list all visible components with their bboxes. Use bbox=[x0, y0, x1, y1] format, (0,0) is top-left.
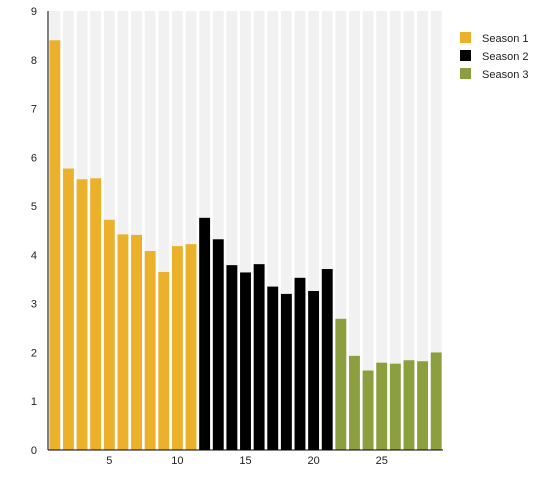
bar-episode-2 bbox=[62, 168, 74, 450]
x-tick-label-10: 10 bbox=[171, 455, 183, 467]
y-tick-label-8: 8 bbox=[31, 55, 37, 67]
background-column-27 bbox=[403, 11, 415, 450]
background-column-13 bbox=[212, 11, 224, 450]
x-tick-labels: 5 10 15 20 25 bbox=[106, 455, 388, 467]
bar-episode-11 bbox=[185, 244, 197, 450]
bar-episode-12 bbox=[199, 217, 211, 450]
bar-episode-5 bbox=[103, 219, 115, 450]
background-column-16 bbox=[253, 11, 265, 450]
bar-episode-19 bbox=[294, 277, 306, 450]
y-tick-label-4: 4 bbox=[31, 250, 37, 262]
background-column-19 bbox=[294, 11, 306, 450]
background-column-17 bbox=[267, 11, 279, 450]
bar-episode-4 bbox=[90, 178, 102, 450]
legend: Season 1 Season 2 Season 3 bbox=[460, 32, 528, 81]
legend-swatch-season-2 bbox=[460, 50, 471, 61]
background-column-25 bbox=[376, 11, 388, 450]
background-column-22 bbox=[335, 11, 347, 450]
bar-episode-15 bbox=[240, 272, 251, 450]
bar-episode-20 bbox=[308, 290, 320, 450]
background-column-14 bbox=[226, 11, 238, 450]
legend-label-season-2: Season 2 bbox=[482, 51, 528, 63]
legend-swatch-season-3 bbox=[460, 68, 471, 79]
background-column-21 bbox=[321, 11, 333, 450]
background-column-6 bbox=[117, 11, 129, 450]
bar-episode-7 bbox=[131, 234, 142, 450]
background-column-9 bbox=[158, 11, 170, 450]
x-tick-label-5: 5 bbox=[106, 455, 112, 467]
bar-episode-24 bbox=[362, 370, 374, 450]
y-tick-label-1: 1 bbox=[31, 396, 37, 408]
background-column-7 bbox=[131, 11, 142, 450]
bar-episode-18 bbox=[280, 293, 292, 450]
background-column-18 bbox=[280, 11, 292, 450]
legend-label-season-3: Season 3 bbox=[482, 69, 528, 81]
bar-episode-23 bbox=[349, 355, 360, 450]
bar-episode-17 bbox=[267, 286, 279, 450]
bar-episode-1 bbox=[49, 40, 61, 451]
background-column-20 bbox=[308, 11, 320, 450]
bar-episode-10 bbox=[171, 246, 183, 450]
background-column-28 bbox=[417, 11, 429, 450]
x-tick-label-20: 20 bbox=[307, 455, 319, 467]
bar-episode-29 bbox=[430, 352, 442, 450]
y-tick-label-7: 7 bbox=[31, 104, 37, 116]
axes bbox=[47, 11, 443, 451]
bar-episode-14 bbox=[226, 265, 238, 450]
legend-item-season-1: Season 1 bbox=[460, 32, 528, 45]
y-tick-label-3: 3 bbox=[31, 299, 37, 311]
bar-episode-9 bbox=[158, 271, 170, 450]
background-column-23 bbox=[349, 11, 360, 450]
y-tick-label-9: 9 bbox=[31, 6, 37, 18]
y-tick-label-0: 0 bbox=[31, 445, 37, 457]
legend-item-season-3: Season 3 bbox=[460, 68, 528, 81]
x-tick-label-15: 15 bbox=[239, 455, 251, 467]
legend-item-season-2: Season 2 bbox=[460, 50, 528, 63]
y-tick-label-6: 6 bbox=[31, 152, 37, 164]
background-column-24 bbox=[362, 11, 374, 450]
bar-episode-6 bbox=[117, 234, 129, 450]
background-column-8 bbox=[144, 11, 156, 450]
bar-episode-22 bbox=[335, 318, 347, 450]
bar-episode-8 bbox=[144, 250, 156, 450]
y-tick-label-5: 5 bbox=[31, 201, 37, 213]
background-column-26 bbox=[389, 11, 401, 450]
background-column-15 bbox=[240, 11, 251, 450]
bar-episode-25 bbox=[376, 362, 388, 450]
legend-swatch-season-1 bbox=[460, 32, 471, 43]
legend-label-season-1: Season 1 bbox=[482, 33, 528, 45]
bar-episode-3 bbox=[76, 179, 88, 451]
x-tick-label-25: 25 bbox=[376, 455, 388, 467]
bar-episode-13 bbox=[212, 239, 224, 450]
background-column-10 bbox=[171, 11, 183, 450]
bar-episode-27 bbox=[403, 360, 415, 450]
bar-episode-26 bbox=[389, 363, 401, 450]
bars bbox=[49, 40, 442, 451]
bar-episode-21 bbox=[321, 269, 333, 450]
y-tick-labels: 0 1 2 3 4 5 6 7 8 9 bbox=[31, 6, 37, 457]
background-column-11 bbox=[185, 11, 197, 450]
bar-episode-28 bbox=[417, 361, 429, 450]
y-tick-label-2: 2 bbox=[31, 347, 37, 359]
bar-episode-16 bbox=[253, 264, 265, 450]
background-column-29 bbox=[430, 11, 442, 450]
